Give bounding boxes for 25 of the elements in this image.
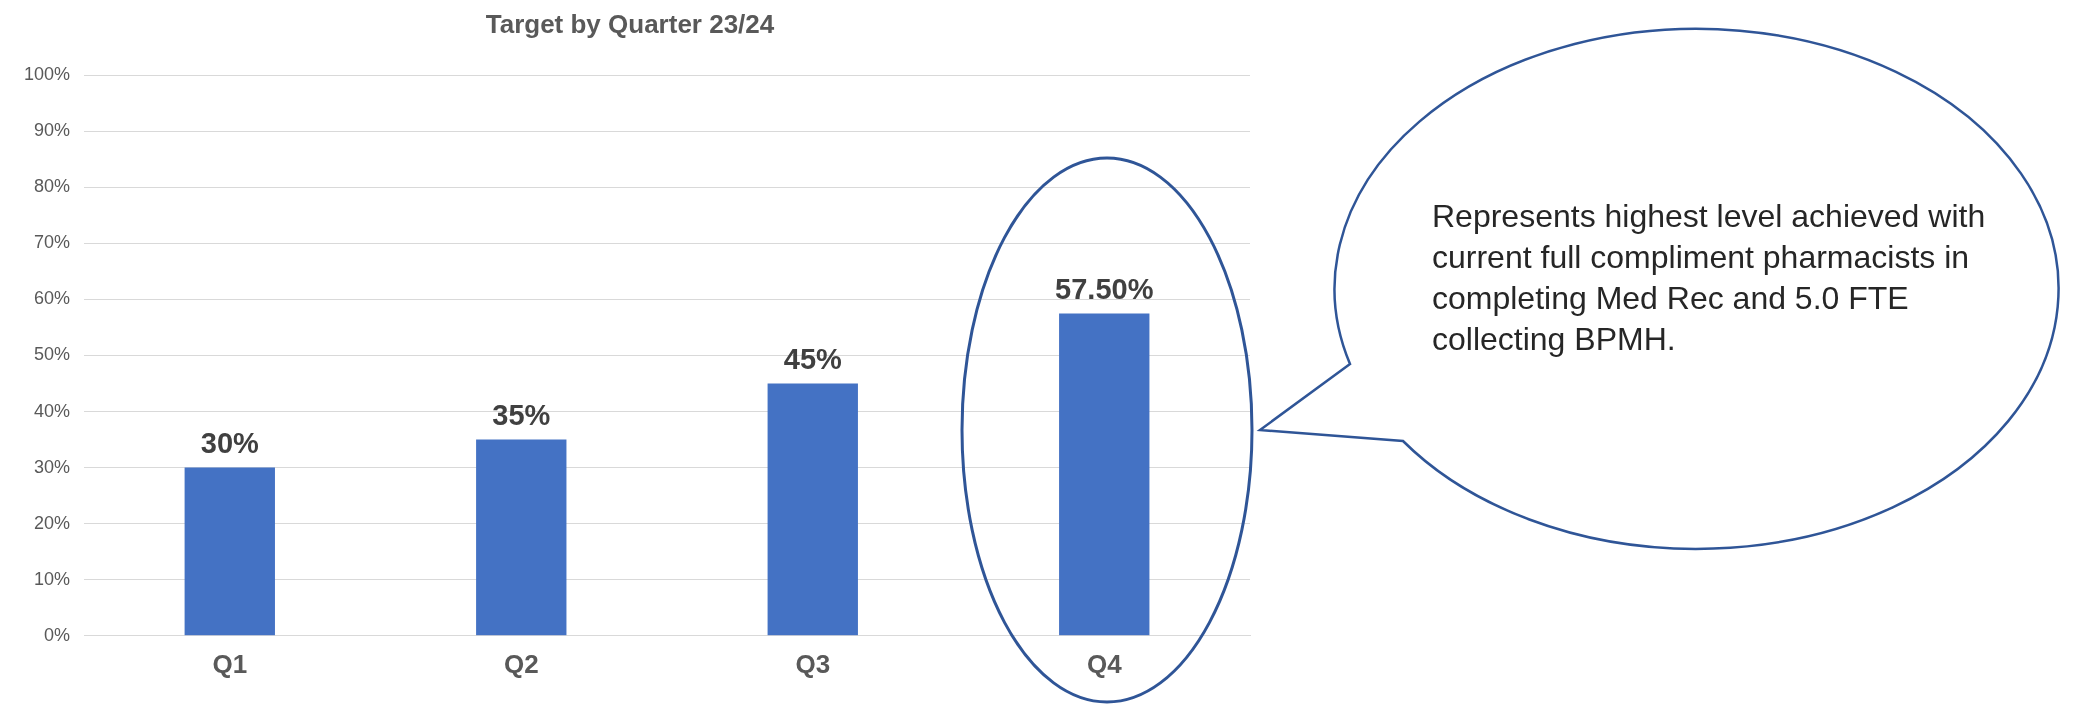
y-tick-label: 30% xyxy=(34,456,71,477)
data-label: 35% xyxy=(492,399,551,432)
chart-title: Target by Quarter 23/24 xyxy=(485,8,775,39)
y-tick-label: 80% xyxy=(34,176,71,197)
y-tick-label: 0% xyxy=(44,624,71,645)
y-tick-label: 50% xyxy=(34,344,71,365)
y-tick-label: 70% xyxy=(34,232,71,253)
x-tick-label: Q2 xyxy=(503,648,539,679)
bar xyxy=(184,467,275,636)
text: Represents highest level achieved with current full compliment pharmacists in completing Med Rec and 5.0 FTE collecting BPMH. xyxy=(1432,197,1987,359)
data-label: 57.50% xyxy=(1055,272,1154,305)
bar xyxy=(767,383,858,636)
bar xyxy=(476,439,567,636)
data-label: 30% xyxy=(200,427,260,460)
y-tick-label: 60% xyxy=(34,288,71,309)
y-tick-label: 90% xyxy=(34,120,71,141)
x-tick-label: Q3 xyxy=(795,648,831,679)
x-tick-label: Q4 xyxy=(1086,648,1123,679)
x-tick-label: Q1 xyxy=(212,648,248,679)
y-tick-label: 10% xyxy=(34,568,71,589)
bar xyxy=(1059,313,1150,636)
y-tick-label: 40% xyxy=(34,400,71,421)
y-tick-label: 100% xyxy=(23,64,71,85)
y-tick-label: 20% xyxy=(34,512,71,533)
data-label: 45% xyxy=(783,343,842,376)
